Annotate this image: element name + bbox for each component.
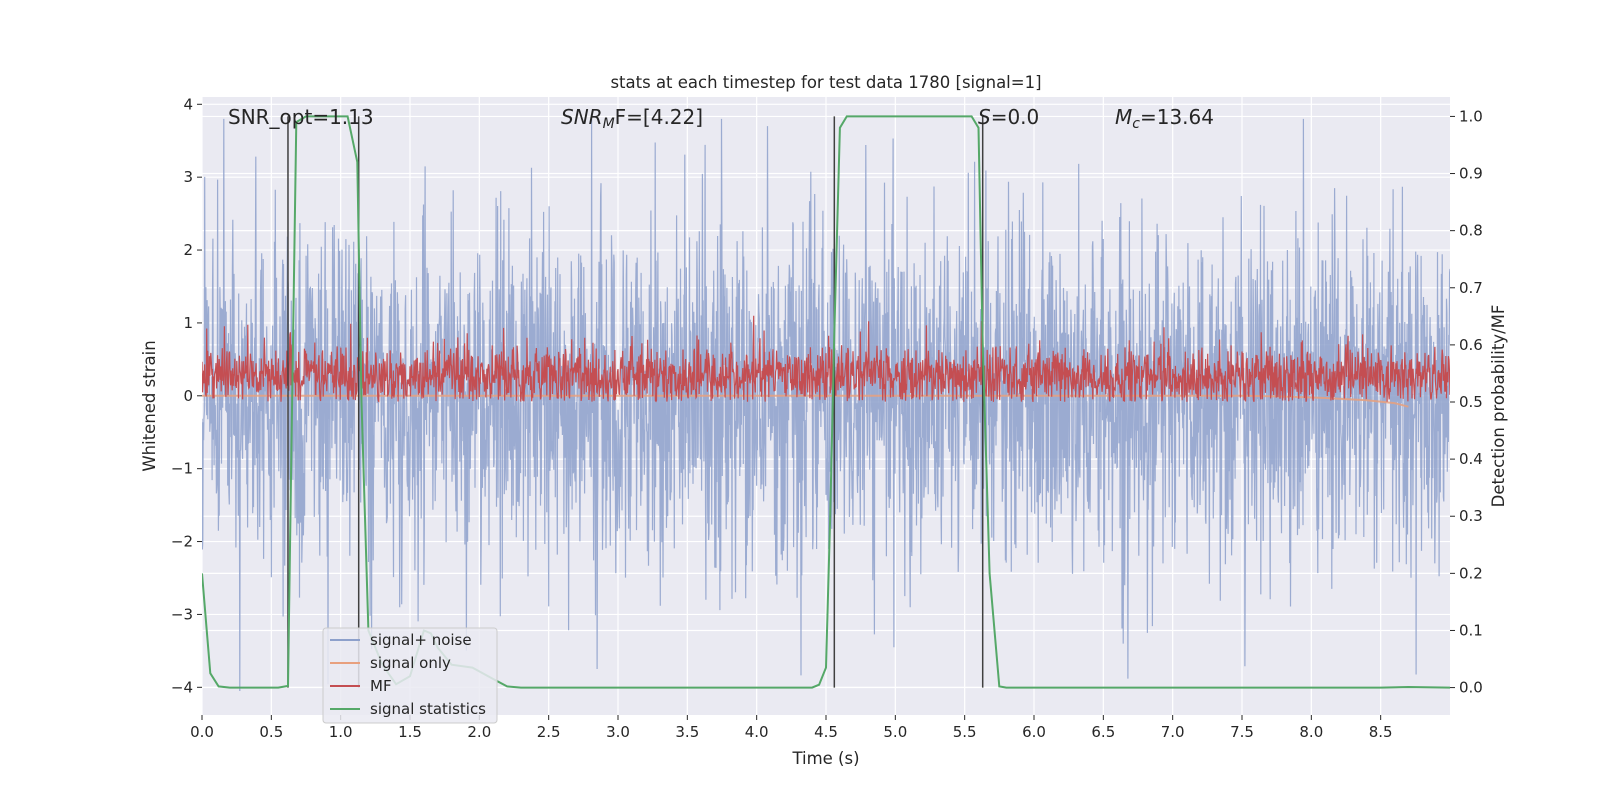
x-axis-ticks: 0.0 0.5 1.0 1.5 2.0 2.5 3.0 3.5 4.0 4.5 5.0 5.5 6.0 6… bbox=[190, 715, 1393, 741]
annotation-mc-main: M bbox=[1115, 105, 1132, 129]
y-right-tick-label-5: 0.5 bbox=[1459, 393, 1483, 411]
x-tick-label-17: 8.5 bbox=[1369, 723, 1393, 741]
x-tick-label-5: 2.5 bbox=[537, 723, 561, 741]
y-right-axis-label: Detection probability/MF bbox=[1489, 305, 1508, 508]
x-tick-label-13: 6.5 bbox=[1091, 723, 1115, 741]
legend: signal+ noise signal only MF signal stat… bbox=[322, 627, 498, 724]
annotation-mc-sub: c bbox=[1132, 116, 1140, 132]
annotation-snr-mf-main: SNR bbox=[561, 105, 603, 129]
y-right-tick-label-0: 0.0 bbox=[1459, 679, 1483, 697]
y-left-axis-ticks: −4 −3 −2 −1 0 1 2 3 4 bbox=[171, 95, 202, 696]
annotation-s-italic: S bbox=[978, 105, 991, 129]
annotation-snr-mf: SNRMF=[4.22] bbox=[561, 105, 703, 132]
chart-title: stats at each timestep for test data 178… bbox=[610, 73, 1041, 92]
x-tick-label-14: 7.0 bbox=[1161, 723, 1185, 741]
annotation-mc: Mc=13.64 bbox=[1115, 105, 1214, 132]
x-tick-label-2: 1.0 bbox=[329, 723, 353, 741]
x-tick-label-0: 0.0 bbox=[190, 723, 214, 741]
y-left-tick-label-2: −2 bbox=[171, 533, 193, 551]
x-tick-label-11: 5.5 bbox=[953, 723, 977, 741]
y-right-tick-label-8: 0.8 bbox=[1459, 222, 1483, 240]
annotation-s: S=0.0 bbox=[978, 105, 1039, 129]
y-left-tick-label-7: 3 bbox=[183, 168, 193, 186]
annotation-snr-mf-sub: M bbox=[603, 116, 615, 132]
legend-label-signal-only: signal only bbox=[370, 654, 451, 672]
x-tick-label-8: 4.0 bbox=[745, 723, 769, 741]
legend-label-mf: MF bbox=[370, 677, 392, 695]
series-signal-only-line bbox=[202, 394, 1409, 408]
y-right-tick-label-3: 0.3 bbox=[1459, 507, 1483, 525]
x-axis-label: Time (s) bbox=[791, 749, 859, 768]
legend-frame bbox=[322, 627, 498, 724]
y-left-tick-label-4: 0 bbox=[183, 387, 193, 405]
x-tick-label-3: 1.5 bbox=[398, 723, 422, 741]
y-right-tick-label-1: 0.1 bbox=[1459, 621, 1483, 639]
y-right-axis-ticks: 0.0 0.1 0.2 0.3 0.4 0.5 0.6 0.7 0.8 0.9 1.0 bbox=[1450, 107, 1483, 697]
x-tick-label-7: 3.5 bbox=[675, 723, 699, 741]
y-right-tick-label-4: 0.4 bbox=[1459, 450, 1483, 468]
legend-label-signal-noise: signal+ noise bbox=[370, 631, 472, 649]
y-right-tick-label-10: 1.0 bbox=[1459, 107, 1483, 125]
x-tick-label-1: 0.5 bbox=[259, 723, 283, 741]
y-left-axis-label: Whitened strain bbox=[140, 340, 159, 471]
y-left-tick-label-0: −4 bbox=[171, 678, 193, 696]
annotation-mc-rest: =13.64 bbox=[1140, 105, 1214, 129]
legend-label-signal-statistics: signal statistics bbox=[370, 700, 486, 718]
y-left-tick-label-5: 1 bbox=[183, 314, 193, 332]
y-right-tick-label-7: 0.7 bbox=[1459, 279, 1483, 297]
x-tick-label-16: 8.0 bbox=[1299, 723, 1323, 741]
y-left-tick-label-1: −3 bbox=[171, 605, 193, 623]
series-mf-line bbox=[202, 315, 1450, 403]
annotation-s-rest: =0.0 bbox=[991, 105, 1040, 129]
x-tick-label-12: 6.0 bbox=[1022, 723, 1046, 741]
annotation-snr-opt: SNR_opt=1.13 bbox=[228, 105, 374, 129]
x-tick-label-6: 3.0 bbox=[606, 723, 630, 741]
annotation-snr-mf-rest: F=[4.22] bbox=[615, 105, 703, 129]
y-right-tick-label-2: 0.2 bbox=[1459, 564, 1483, 582]
x-tick-label-10: 5.0 bbox=[883, 723, 907, 741]
y-left-tick-label-8: 4 bbox=[183, 95, 193, 113]
x-tick-label-9: 4.5 bbox=[814, 723, 838, 741]
y-left-tick-label-3: −1 bbox=[171, 460, 193, 478]
x-tick-label-4: 2.0 bbox=[467, 723, 491, 741]
y-left-tick-label-6: 2 bbox=[183, 241, 193, 259]
y-right-tick-label-9: 0.9 bbox=[1459, 165, 1483, 183]
x-tick-label-15: 7.5 bbox=[1230, 723, 1254, 741]
y-right-tick-label-6: 0.6 bbox=[1459, 336, 1483, 354]
